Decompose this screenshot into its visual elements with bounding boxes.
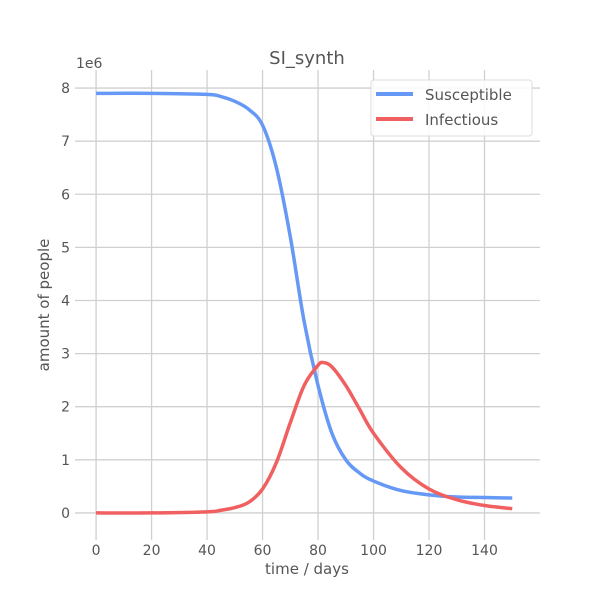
y-tick-label: 7 xyxy=(61,134,70,150)
y-tick-label: 2 xyxy=(61,400,70,416)
grid xyxy=(75,70,540,540)
series-line-infectious xyxy=(96,360,513,515)
x-tick-label: 80 xyxy=(309,543,327,559)
y-tick-label: 1 xyxy=(61,453,70,469)
series-lines xyxy=(96,91,513,515)
x-tick-label: 100 xyxy=(360,543,387,559)
y-tick-label: 8 xyxy=(61,81,70,97)
x-tick-label: 60 xyxy=(254,543,272,559)
x-tick-label: 40 xyxy=(198,543,216,559)
y-axis-label: amount of people xyxy=(35,239,53,372)
x-tick-label: 140 xyxy=(471,543,498,559)
legend: Susceptible Infectious xyxy=(370,79,533,137)
legend-label-infectious: Infectious xyxy=(425,111,498,129)
x-tick-label: 120 xyxy=(416,543,443,559)
series-line-susceptible xyxy=(96,91,513,500)
legend-label-susceptible: Susceptible xyxy=(425,86,512,104)
tick-labels: 0 20 40 60 80 100 120 140 0 1 2 3 4 5 6 7 8 xyxy=(61,81,498,559)
y-tick-label: 6 xyxy=(61,187,70,203)
y-tick-label: 0 xyxy=(61,506,70,522)
chart-title: SI_synth xyxy=(269,48,345,69)
x-tick-label: 0 xyxy=(92,543,101,559)
y-tick-label: 4 xyxy=(61,293,70,309)
x-axis-label: time / days xyxy=(265,560,349,578)
y-tick-label: 5 xyxy=(61,240,70,256)
y-scale-label: 1e6 xyxy=(76,56,103,72)
x-tick-label: 20 xyxy=(143,543,161,559)
y-tick-label: 3 xyxy=(61,347,70,363)
